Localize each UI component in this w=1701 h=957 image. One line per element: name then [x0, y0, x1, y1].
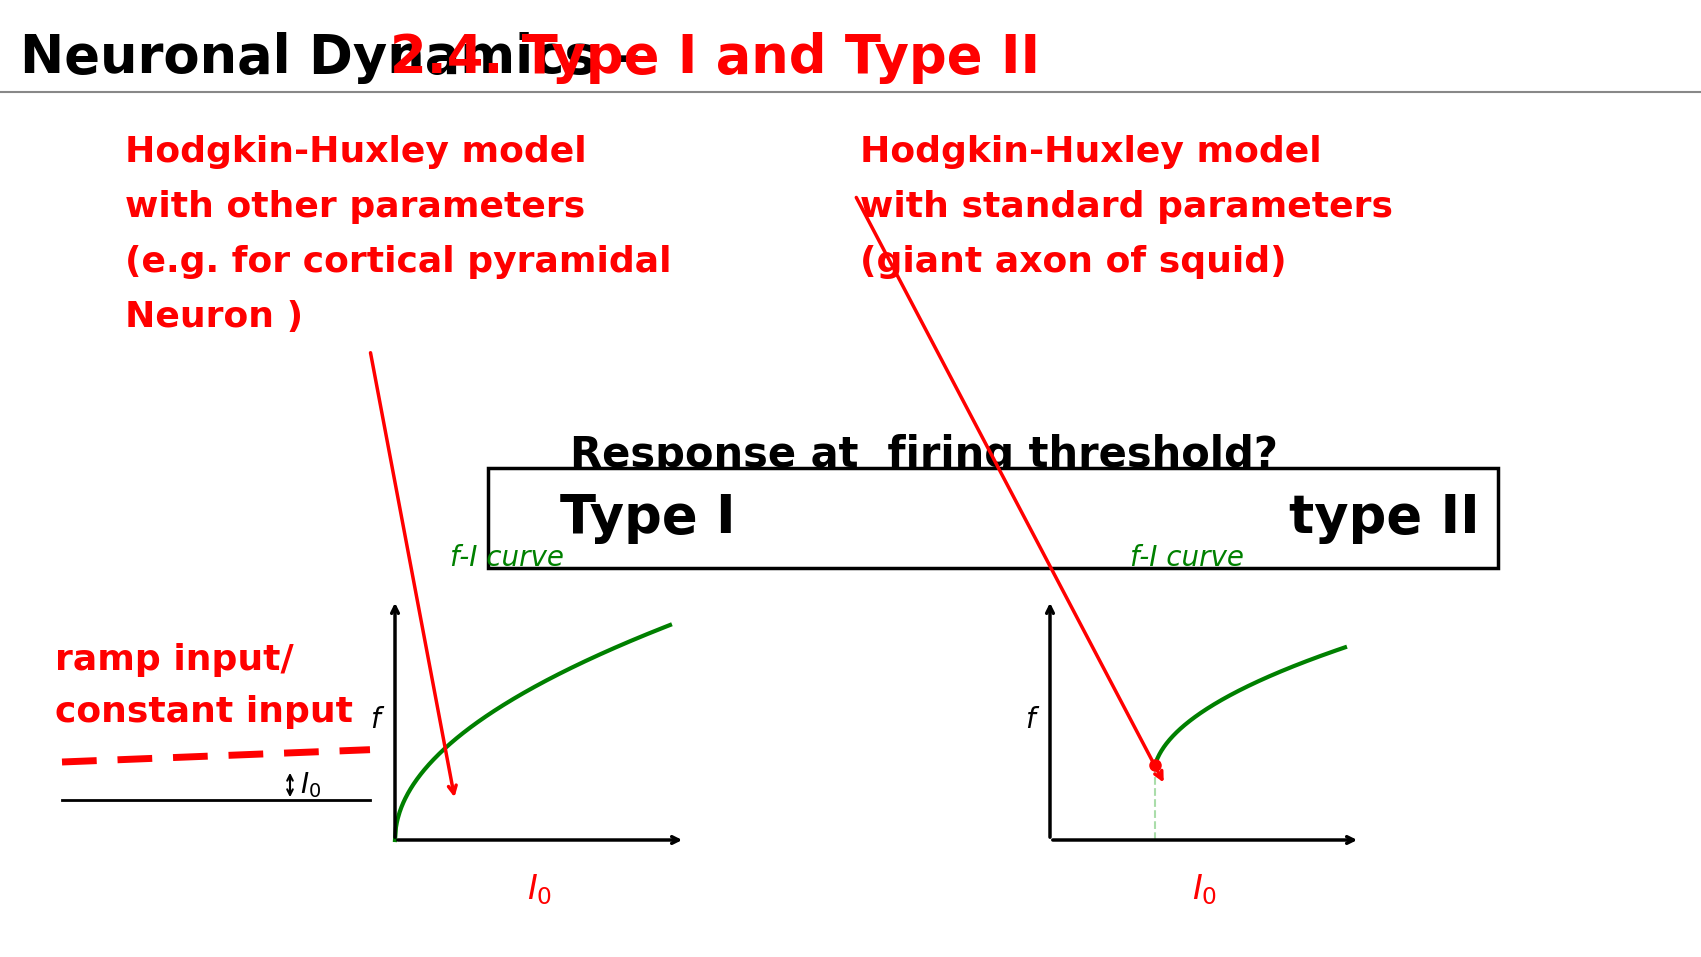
Text: f-I curve: f-I curve — [1129, 544, 1243, 572]
Text: $I_0$: $I_0$ — [1192, 872, 1218, 906]
Text: with standard parameters: with standard parameters — [861, 190, 1393, 224]
Text: with other parameters: with other parameters — [124, 190, 585, 224]
Text: f: f — [1026, 706, 1034, 734]
Text: type II: type II — [1289, 492, 1480, 544]
Text: (giant axon of squid): (giant axon of squid) — [861, 245, 1286, 279]
Text: Neuron ): Neuron ) — [124, 300, 303, 334]
Text: Neuronal Dynamics –: Neuronal Dynamics – — [20, 32, 658, 84]
Text: Response at  firing threshold?: Response at firing threshold? — [570, 434, 1277, 476]
Text: constant input: constant input — [54, 695, 354, 729]
Text: $I_0$: $I_0$ — [527, 872, 553, 906]
Text: f-I curve: f-I curve — [451, 544, 565, 572]
Text: ramp input/: ramp input/ — [54, 643, 294, 677]
Text: Hodgkin-Huxley model: Hodgkin-Huxley model — [861, 135, 1322, 169]
Text: $I_0$: $I_0$ — [299, 770, 321, 800]
Bar — [488, 468, 1499, 568]
Text: 2.4. Type I and Type II: 2.4. Type I and Type II — [390, 32, 1039, 84]
Text: Type I: Type I — [560, 492, 735, 544]
Text: f: f — [371, 706, 379, 734]
Text: Hodgkin-Huxley model: Hodgkin-Huxley model — [124, 135, 587, 169]
Text: (e.g. for cortical pyramidal: (e.g. for cortical pyramidal — [124, 245, 672, 279]
